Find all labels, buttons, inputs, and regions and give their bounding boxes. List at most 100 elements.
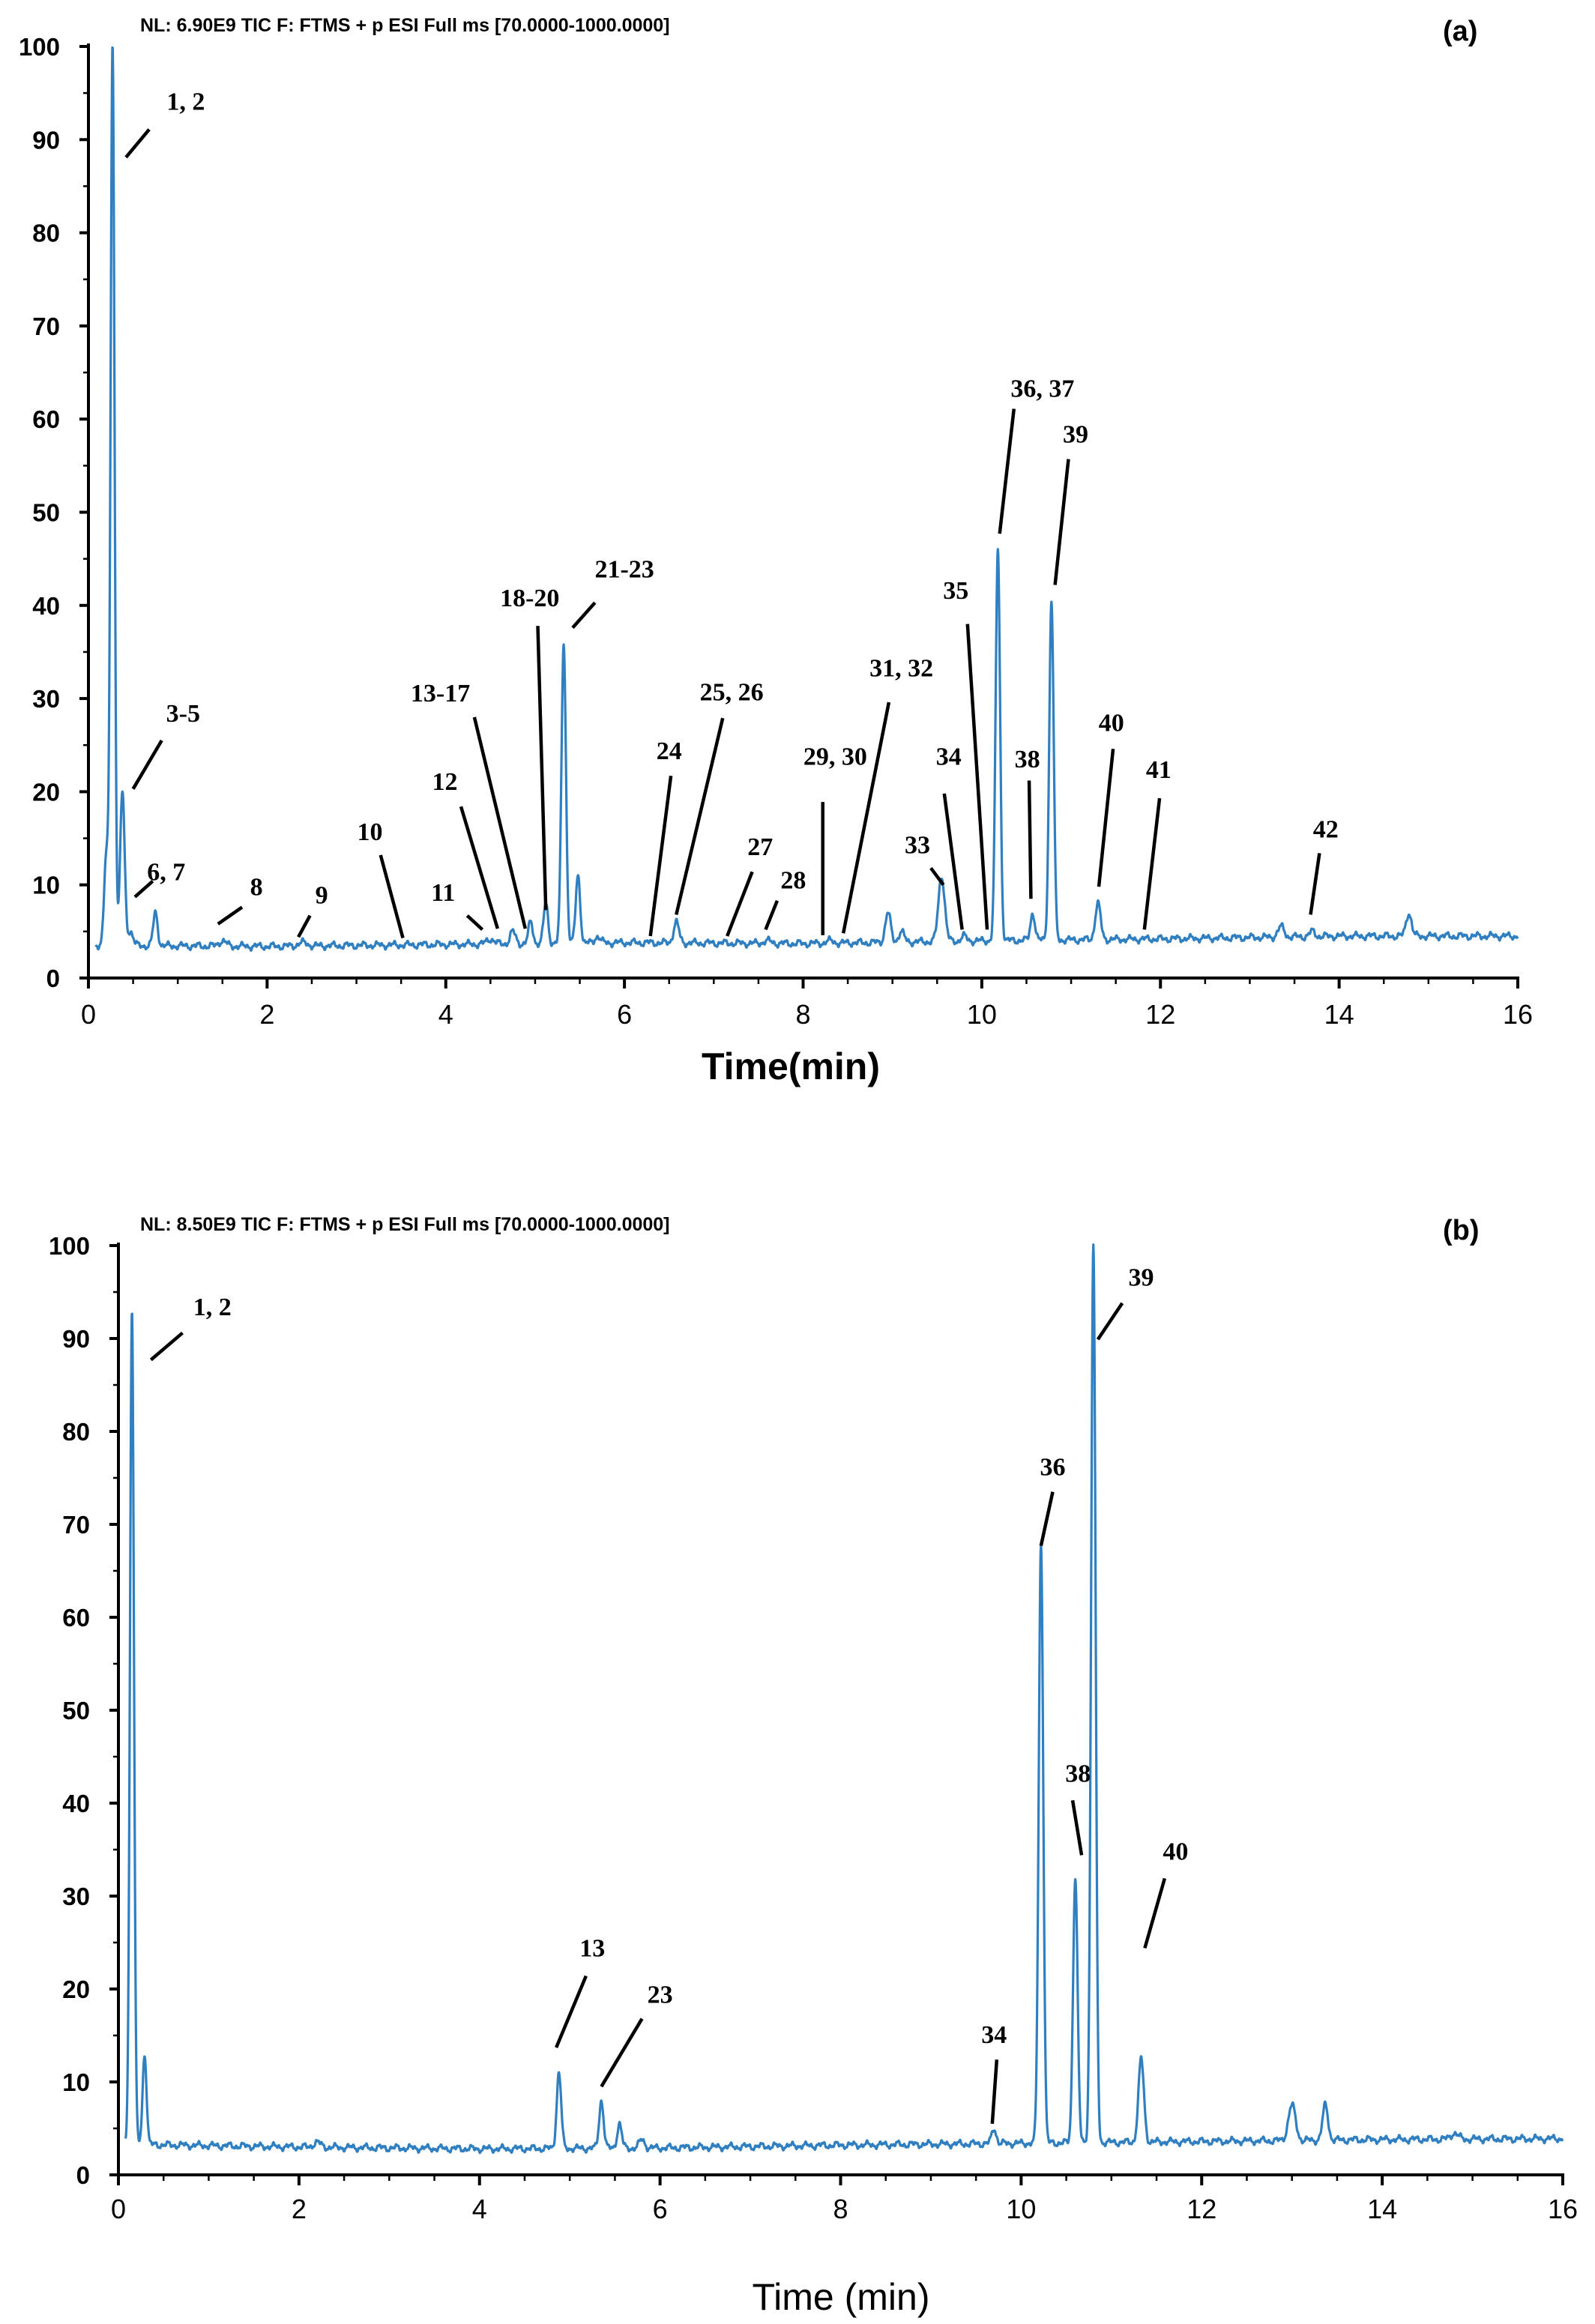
peak-leader-line <box>990 2059 999 2124</box>
panel-a-label: (a) <box>1443 16 1477 47</box>
peak-annotation-label: 34 <box>981 2021 1007 2049</box>
panel-b-trace-group <box>124 1243 1564 2155</box>
peak-annotation-label: 31, 32 <box>869 654 933 682</box>
x-tick-label: 14 <box>1367 2194 1397 2224</box>
peak-leader-line <box>465 914 484 932</box>
y-tick-label: 60 <box>62 1604 90 1632</box>
peak-annotation-label: 39 <box>1063 420 1088 448</box>
y-tick-label: 20 <box>32 778 60 806</box>
x-tick-label: 2 <box>292 2194 307 2224</box>
y-tick-label: 100 <box>19 33 60 61</box>
y-tick-label: 70 <box>62 1511 90 1539</box>
peak-annotation-label: 36 <box>1040 1453 1066 1481</box>
peak-leader-line <box>149 1331 184 1362</box>
y-tick-label: 70 <box>32 313 60 340</box>
peak-annotation-label: 13-17 <box>411 680 470 707</box>
y-tick-label: 50 <box>62 1697 90 1724</box>
peak-annotation-label: 12 <box>432 768 458 796</box>
panel-a-annotations: 1, 2 3-5 6, 7 8 9 10 11 12 13-17 18-20 21-23 24 25, … <box>124 88 1339 939</box>
chromatogram-panel-a: NL: 6.90E9 TIC F: FTMS + p ESI Full ms [… <box>19 15 1533 1087</box>
peak-leader-line <box>726 871 754 937</box>
panel-b-annotations: 1, 2 13 23 34 36 38 39 40 <box>149 1264 1188 2124</box>
peak-leader-line <box>297 914 312 938</box>
peak-leader-line <box>1097 748 1115 887</box>
peak-annotation-label: 18-20 <box>500 585 559 612</box>
peak-annotation-label: 21-23 <box>594 556 654 584</box>
peak-annotation-label: 36, 37 <box>1010 375 1074 402</box>
x-tick-label: 6 <box>653 2194 668 2224</box>
panel-b-header: NL: 8.50E9 TIC F: FTMS + p ESI Full ms [… <box>140 1214 670 1235</box>
peak-annotation-label: 11 <box>431 879 455 907</box>
peak-annotation-label: 6, 7 <box>147 858 185 886</box>
peak-leader-line <box>217 905 244 926</box>
y-tick-label: 10 <box>62 2068 90 2096</box>
peak-leader-line <box>764 899 780 931</box>
peak-annotation-label: 41 <box>1146 756 1172 784</box>
peak-leader-line <box>942 793 964 930</box>
y-tick-label: 0 <box>46 965 60 992</box>
peak-annotation-label: 40 <box>1099 710 1124 737</box>
peak-leader-line <box>131 739 163 790</box>
y-tick-label: 80 <box>62 1418 90 1446</box>
peak-leader-line <box>965 624 989 930</box>
peak-leader-line <box>536 626 548 911</box>
peak-leader-line <box>1142 797 1162 930</box>
peak-annotation-label: 24 <box>657 737 682 765</box>
peak-annotation-label: 10 <box>357 818 382 846</box>
chromatogram-panel-b: NL: 8.50E9 TIC F: FTMS + p ESI Full ms [… <box>49 1214 1578 2318</box>
peak-annotation-label: 9 <box>316 882 328 910</box>
peak-leader-line <box>555 1975 588 2048</box>
peak-leader-line <box>1053 459 1070 585</box>
peak-annotation-label: 35 <box>943 577 968 605</box>
peak-annotation-label: 39 <box>1129 1264 1154 1291</box>
peak-annotation-label: 25, 26 <box>700 679 764 707</box>
tic-trace-line <box>94 46 1519 953</box>
peak-leader-line <box>648 775 673 937</box>
peak-leader-line <box>1039 1491 1055 1546</box>
peak-leader-line <box>841 701 891 934</box>
peak-leader-line <box>124 128 151 159</box>
peak-leader-line <box>998 408 1016 534</box>
y-tick-label: 90 <box>62 1325 90 1353</box>
x-tick-label: 4 <box>438 999 453 1030</box>
x-tick-label: 2 <box>259 999 274 1030</box>
panel-b-label: (b) <box>1443 1215 1480 1246</box>
x-tick-label: 10 <box>1006 2194 1036 2224</box>
y-tick-label: 40 <box>62 1790 90 1817</box>
peak-annotation-label: 13 <box>579 1935 605 1963</box>
peak-annotation-label: 40 <box>1163 1838 1188 1866</box>
x-tick-label: 14 <box>1324 999 1354 1030</box>
y-tick-label: 30 <box>32 685 60 713</box>
peak-leader-line <box>675 717 725 915</box>
x-tick-label: 0 <box>81 999 96 1030</box>
peak-annotation-label: 42 <box>1313 815 1339 843</box>
y-tick-label: 0 <box>76 2161 90 2189</box>
x-tick-label: 16 <box>1548 2194 1578 2224</box>
x-tick-label: 6 <box>617 999 632 1030</box>
panel-b-x-axis-title: Time (min) <box>752 2276 929 2318</box>
y-tick-label: 50 <box>32 499 60 527</box>
peak-annotation-label: 23 <box>648 1982 673 2009</box>
x-tick-label: 10 <box>967 999 997 1030</box>
peak-annotation-label: 1, 2 <box>193 1294 232 1321</box>
peak-leader-line <box>1096 1302 1124 1341</box>
y-tick-label: 10 <box>32 872 60 899</box>
peak-leader-line <box>1070 1799 1084 1856</box>
peak-leader-line <box>1027 780 1033 899</box>
y-tick-label: 60 <box>32 405 60 433</box>
tic-trace-line <box>124 1243 1564 2155</box>
peak-annotation-label: 8 <box>250 873 263 901</box>
panel-a-trace-group <box>94 46 1519 953</box>
peak-leader-line <box>379 854 405 939</box>
y-tick-label: 90 <box>32 126 60 154</box>
x-tick-label: 12 <box>1187 2194 1216 2224</box>
peak-leader-line <box>133 880 154 899</box>
y-tick-label: 20 <box>62 1976 90 2003</box>
peak-leader-line <box>1309 853 1321 915</box>
peak-annotation-label: 33 <box>905 831 930 859</box>
peak-annotation-label: 38 <box>1015 746 1040 773</box>
x-tick-label: 16 <box>1503 999 1533 1030</box>
peak-annotation-label: 28 <box>780 867 806 895</box>
panel-a-x-axis-title: Time(min) <box>702 1045 880 1087</box>
